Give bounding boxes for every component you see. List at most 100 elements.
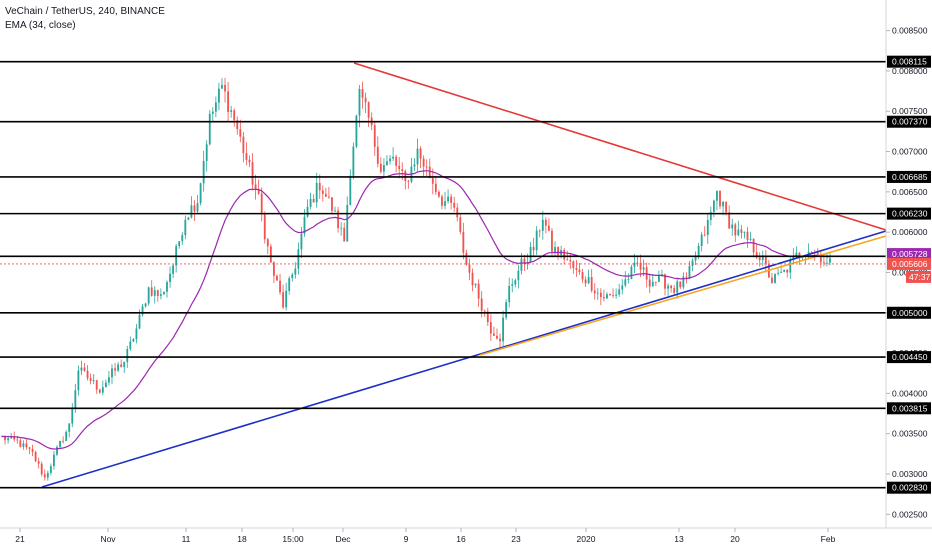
- time-tick-label: 9: [404, 534, 409, 544]
- time-tick-label: 13: [674, 534, 684, 544]
- candle: [731, 218, 734, 237]
- candle: [132, 337, 135, 343]
- ema-line: [1, 170, 831, 450]
- candle: [468, 258, 471, 281]
- candle: [117, 361, 120, 373]
- candle: [450, 193, 453, 210]
- candle: [199, 182, 202, 206]
- svg-text:0.003815: 0.003815: [892, 403, 928, 413]
- candle: [208, 110, 211, 146]
- time-tick-label: 2020: [577, 534, 596, 544]
- candle: [190, 196, 193, 219]
- candle: [593, 283, 596, 300]
- level-price-tag: 0.006685: [887, 170, 931, 183]
- plot-background: [0, 0, 886, 528]
- candle: [159, 288, 162, 300]
- candle: [379, 157, 382, 174]
- candle: [764, 249, 767, 273]
- candle: [505, 299, 508, 320]
- candle: [62, 436, 65, 444]
- candle: [19, 438, 22, 448]
- candle: [829, 253, 831, 266]
- candle: [771, 272, 773, 284]
- candle: [584, 276, 587, 287]
- candle: [404, 169, 407, 190]
- candle: [676, 277, 679, 299]
- svg-text:0.002830: 0.002830: [892, 483, 928, 493]
- candle: [492, 326, 495, 336]
- candle: [135, 323, 138, 344]
- candle: [230, 105, 233, 118]
- candle: [719, 190, 721, 210]
- candle: [416, 138, 419, 172]
- countdown-tag: 47:37: [906, 270, 931, 283]
- level-price-tag: 0.004450: [887, 351, 931, 364]
- candle: [434, 175, 437, 195]
- candle: [544, 217, 547, 234]
- candle: [474, 283, 477, 288]
- candle: [315, 172, 318, 208]
- candle: [786, 269, 789, 278]
- candle: [89, 373, 92, 385]
- candle: [541, 210, 544, 240]
- candle: [627, 273, 630, 284]
- candle: [395, 154, 398, 173]
- candle: [444, 192, 446, 210]
- candle: [554, 241, 556, 256]
- candle: [514, 278, 517, 288]
- level-price-tag: 0.005000: [887, 306, 931, 319]
- svg-text:0.007370: 0.007370: [892, 117, 928, 127]
- candle: [685, 272, 688, 284]
- candle: [331, 197, 333, 215]
- candle: [56, 445, 58, 456]
- resistance-trendline[interactable]: [353, 62, 887, 231]
- candle: [221, 78, 223, 90]
- candle: [703, 226, 706, 237]
- candle: [716, 190, 718, 211]
- candle: [621, 279, 624, 295]
- candle: [43, 469, 46, 481]
- candle: [437, 190, 440, 199]
- candle: [95, 379, 98, 394]
- support-trendline-blue[interactable]: [41, 230, 887, 488]
- candle: [263, 211, 266, 244]
- candle: [373, 121, 376, 156]
- candle: [389, 154, 391, 165]
- candle: [535, 226, 538, 255]
- candle: [612, 288, 614, 299]
- candle: [166, 280, 168, 298]
- candle: [260, 187, 263, 222]
- candle: [83, 362, 86, 372]
- candles: [1, 77, 831, 481]
- svg-text:0.005000: 0.005000: [892, 308, 928, 318]
- candle: [343, 222, 346, 242]
- candle: [358, 84, 361, 128]
- candle: [288, 276, 291, 295]
- candle: [282, 284, 285, 310]
- candle: [694, 251, 697, 265]
- candle: [257, 179, 260, 195]
- candle: [273, 261, 275, 284]
- time-tick-label: 15:00: [282, 534, 304, 544]
- candle: [355, 114, 358, 149]
- candle: [700, 231, 703, 252]
- candle: [636, 255, 639, 267]
- candle: [340, 222, 343, 236]
- candle: [224, 77, 226, 103]
- time-axis[interactable]: 21 Nov 11 18 15:00 Dec 9 16 23 2020 13 20 Feb: [15, 528, 836, 544]
- candle: [502, 310, 504, 347]
- candle: [447, 189, 449, 204]
- svg-text:0.005606: 0.005606: [892, 259, 928, 269]
- candle: [34, 450, 37, 463]
- candle: [657, 270, 660, 283]
- candle: [578, 262, 581, 275]
- candle: [324, 187, 327, 198]
- svg-text:47:37: 47:37: [909, 272, 931, 282]
- candle: [691, 258, 694, 272]
- candle: [77, 365, 80, 396]
- candle: [538, 229, 541, 238]
- candle: [65, 430, 68, 441]
- candle: [706, 213, 709, 244]
- candle: [581, 269, 584, 283]
